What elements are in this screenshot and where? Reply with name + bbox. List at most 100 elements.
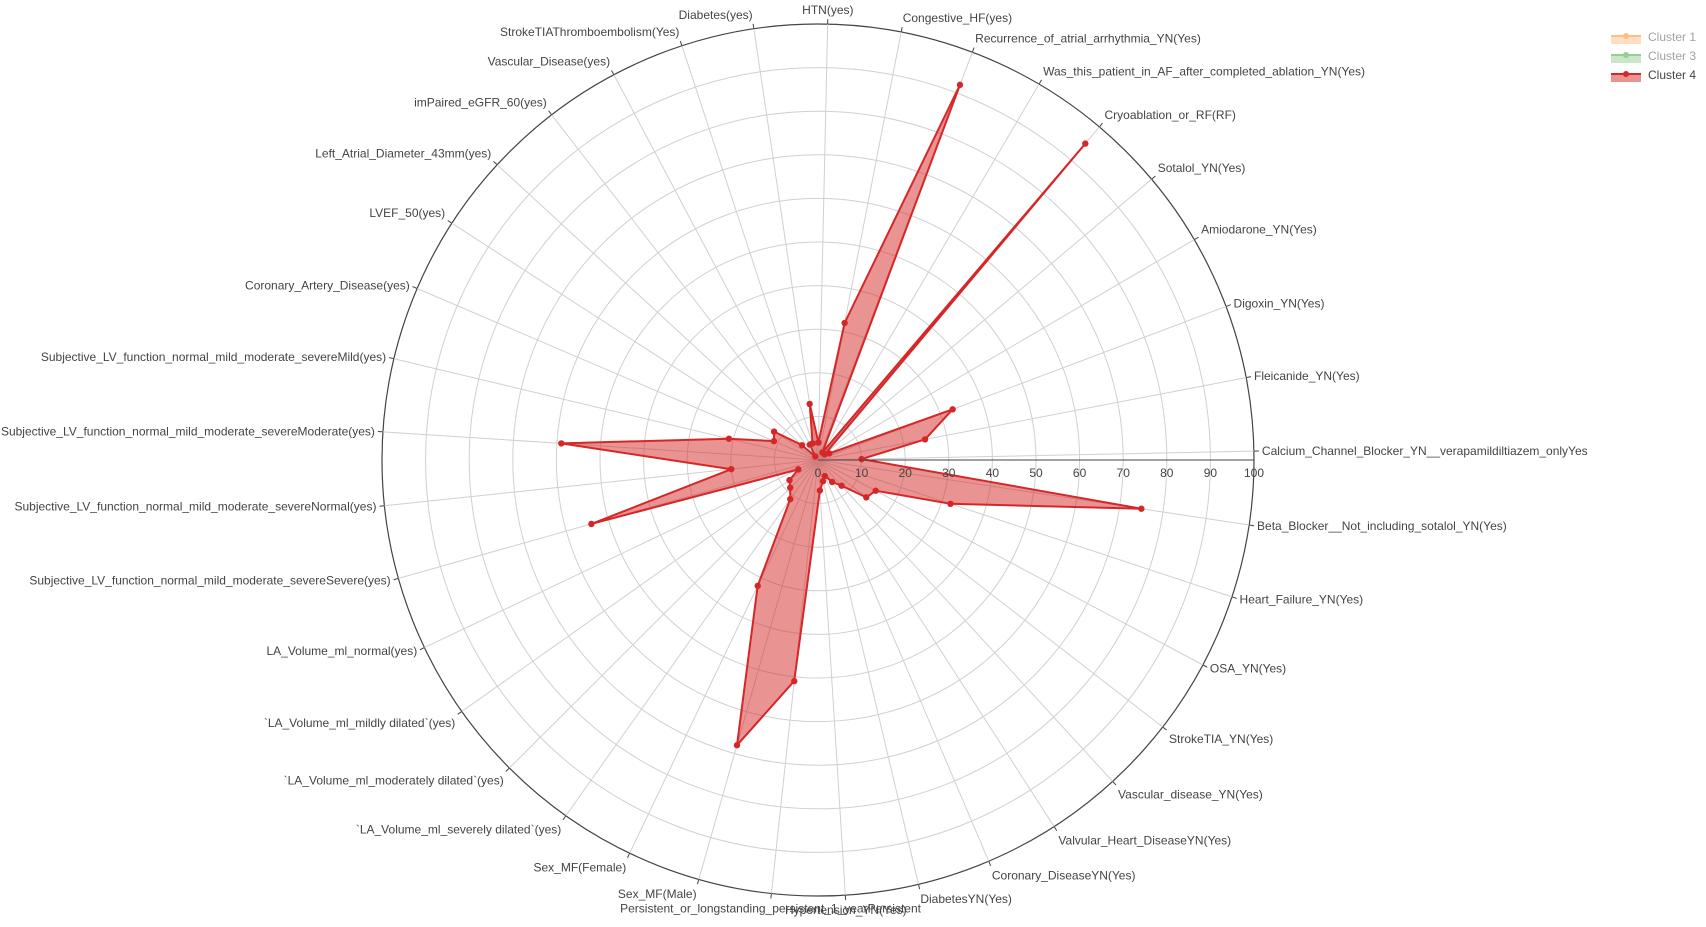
axis-spoke — [551, 114, 819, 461]
axis-tick — [752, 23, 755, 29]
axis-label: `LA_Volume_ml_moderately dilated`(yes) — [284, 774, 504, 788]
data-point[interactable] — [863, 494, 870, 501]
data-point[interactable] — [558, 440, 565, 447]
axis-tick — [548, 110, 553, 116]
axis-tick — [1151, 175, 1156, 180]
legend-swatch — [1611, 55, 1641, 63]
axis-tick — [627, 853, 631, 858]
data-point[interactable] — [949, 406, 956, 413]
data-point[interactable] — [795, 466, 802, 473]
series-layer — [558, 81, 1145, 749]
axis-tick — [696, 879, 700, 885]
data-point[interactable] — [754, 582, 761, 590]
axis-tick — [457, 711, 463, 715]
data-point[interactable] — [956, 81, 964, 89]
data-point[interactable] — [733, 741, 741, 749]
axis-spoke — [424, 459, 819, 649]
axis-label: Fleicanide_YN(Yes) — [1254, 369, 1360, 383]
data-point[interactable] — [841, 319, 848, 327]
data-point[interactable] — [828, 478, 836, 486]
radial-tick-label: 100 — [1244, 466, 1264, 480]
legend-item-cluster-3[interactable]: Cluster 3 — [1611, 49, 1696, 63]
axis-tick — [1112, 781, 1117, 786]
data-point[interactable] — [819, 478, 827, 485]
radial-tick-label: 0 — [815, 466, 822, 480]
legend-swatch — [1611, 74, 1641, 82]
data-point[interactable] — [816, 487, 824, 494]
data-point[interactable] — [921, 436, 929, 443]
axis-label: Was_this_patient_in_AF_after_completed_a… — [1043, 64, 1365, 78]
axis-spoke — [817, 239, 1195, 461]
data-point[interactable] — [872, 487, 879, 494]
axis-tick — [505, 767, 510, 772]
axis-tick — [1053, 826, 1058, 832]
axis-label: imPaired_eGFR_60(yes) — [414, 95, 547, 109]
axis-tick — [1246, 376, 1252, 379]
radial-tick-label: 20 — [899, 466, 913, 480]
axis-tick — [679, 40, 683, 46]
data-point[interactable] — [786, 476, 793, 484]
data-point[interactable] — [812, 453, 819, 460]
data-point[interactable] — [791, 677, 798, 685]
axis-label: Digoxin_YN(Yes) — [1234, 297, 1325, 311]
axis-tick — [1193, 236, 1199, 241]
data-point[interactable] — [770, 428, 778, 435]
radial-tick-label: 40 — [986, 466, 1000, 480]
data-point[interactable] — [588, 520, 595, 528]
axis-label: Subjective_LV_function_normal_mild_moder… — [41, 350, 386, 364]
axis-spoke — [817, 459, 1164, 728]
axis-label: Diabetes(yes) — [679, 8, 753, 22]
axis-tick — [419, 647, 425, 651]
data-point[interactable] — [821, 472, 829, 480]
axis-label: Beta_Blocker__Not_including_sotalol_YN(Y… — [1257, 519, 1507, 533]
series-area-cluster-4[interactable] — [560, 83, 1143, 747]
axis-spoke — [565, 459, 819, 817]
data-point[interactable] — [725, 435, 733, 442]
legend-marker — [1623, 52, 1629, 58]
data-point[interactable] — [806, 400, 813, 408]
axis-tick — [611, 70, 615, 75]
angular-axes: Congestive_HF(yes) Recurrence_of_atrial_a… — [1, 3, 1588, 917]
axis-tick — [1202, 664, 1208, 668]
axis-tick — [562, 815, 567, 821]
axis-label: Coronary_DiseaseYN(Yes) — [992, 869, 1136, 883]
axis-spoke — [451, 222, 819, 461]
radial-tick-label: 80 — [1160, 466, 1174, 480]
axis-label: StrokeTIA_YN(Yes) — [1169, 732, 1273, 746]
data-point[interactable] — [815, 439, 822, 446]
data-point[interactable] — [838, 482, 845, 489]
axis-label: DiabetesYN(Yes) — [920, 892, 1012, 906]
data-point[interactable] — [858, 455, 865, 463]
axis-spoke — [496, 164, 819, 461]
data-point[interactable] — [728, 465, 735, 473]
data-point[interactable] — [809, 440, 816, 447]
data-point[interactable] — [770, 437, 778, 445]
data-point[interactable] — [1138, 505, 1145, 512]
data-point[interactable] — [947, 500, 954, 508]
radial-tick-label: 90 — [1204, 466, 1218, 480]
axis-label: `LA_Volume_ml_mildly dilated`(yes) — [264, 716, 455, 730]
axis-label: Sotalol_YN(Yes) — [1158, 161, 1246, 175]
radial-tick-label: 50 — [1029, 466, 1043, 480]
data-point[interactable] — [798, 442, 806, 449]
axis-spoke — [817, 459, 919, 885]
data-point[interactable] — [787, 484, 794, 491]
axis-label: Persistent_or_longstanding_persistent_1_… — [620, 901, 922, 915]
axis-label: Vascular_disease_YN(Yes) — [1118, 787, 1263, 801]
data-point[interactable] — [1082, 140, 1089, 147]
legend-swatch — [1611, 36, 1641, 44]
axis-tick — [1038, 79, 1042, 85]
legend-marker — [1623, 33, 1629, 39]
data-point[interactable] — [826, 450, 833, 457]
legend-item-cluster-1[interactable]: Cluster 1 — [1611, 30, 1696, 44]
legend-label: Cluster 4 — [1648, 68, 1696, 82]
legend[interactable]: Cluster 1 Cluster 3 Cluster 4 — [1611, 30, 1696, 82]
data-point[interactable] — [787, 495, 794, 503]
legend-item-cluster-4[interactable]: Cluster 4 — [1611, 68, 1696, 82]
axis-label: Sex_MF(Female) — [534, 860, 627, 874]
legend-label: Cluster 3 — [1648, 49, 1696, 63]
axis-spoke — [817, 83, 1040, 461]
axis-label: Cryoablation_or_RF(RF) — [1105, 108, 1236, 122]
axis-spoke — [817, 459, 1055, 827]
